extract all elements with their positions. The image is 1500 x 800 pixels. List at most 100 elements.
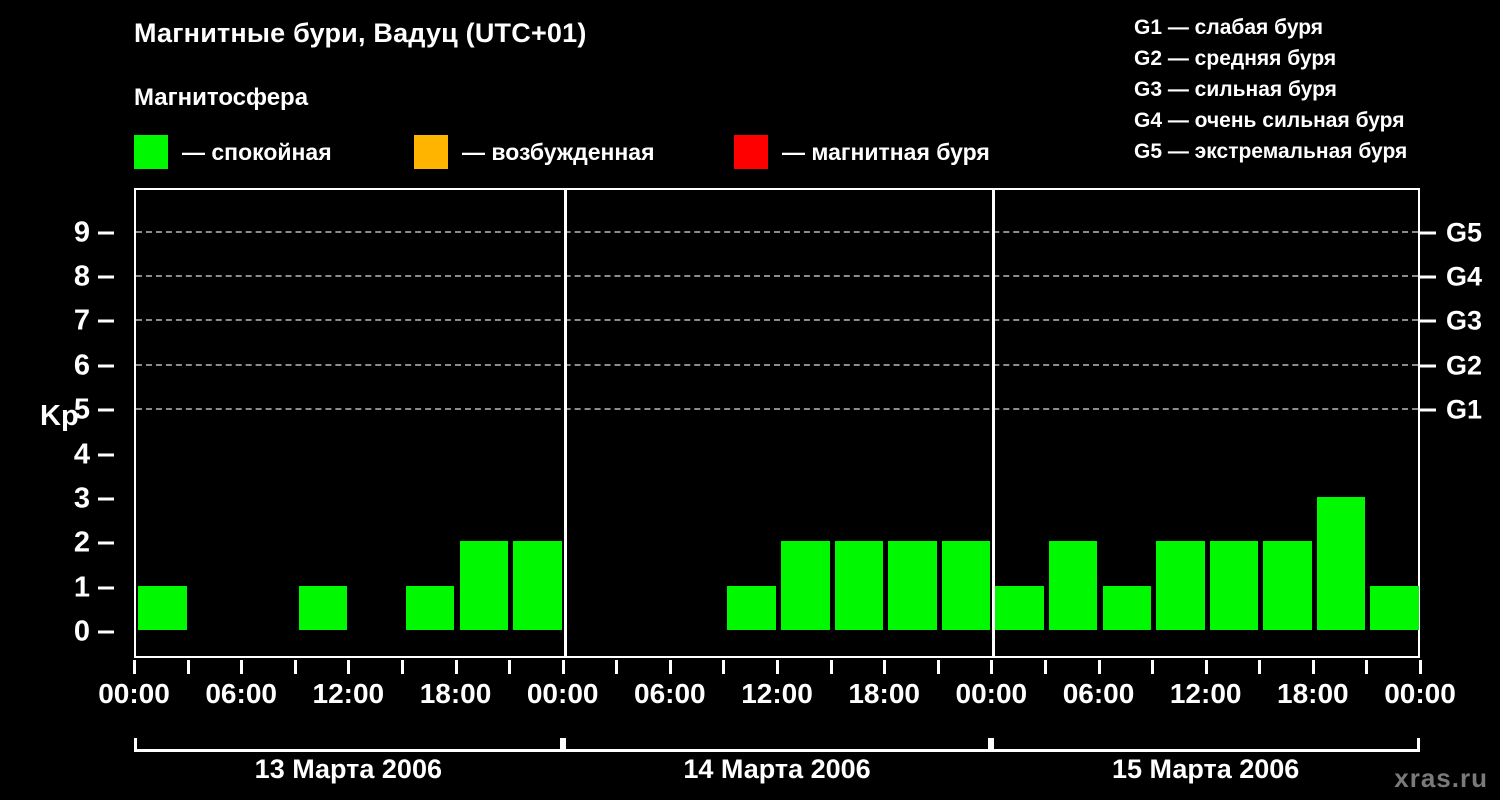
bar-series [136, 190, 1419, 656]
y-tick-6 [98, 364, 114, 368]
day-band-1 [134, 738, 563, 752]
legend-swatch-quiet [134, 135, 168, 169]
day-band-3 [991, 738, 1420, 752]
x-axis: 00:00 06:00 12:00 18:00 00:00 06:00 12:00 18:00… [98, 660, 1456, 740]
bar [941, 541, 991, 630]
x-tick [615, 660, 619, 674]
x-tick [293, 660, 297, 674]
x-tick [1311, 660, 1315, 674]
bar [888, 541, 937, 630]
bar [995, 585, 1044, 630]
bar [1102, 585, 1152, 630]
x-tick-label: 00:00 [1384, 678, 1456, 709]
legend-item-quiet: — спокойная [134, 134, 332, 170]
g-tick-label-G1: G1 [1446, 394, 1483, 425]
y-axis: 0 1 2 3 4 5 6 7 8 9 [0, 188, 128, 658]
x-tick-label: 00:00 [526, 678, 599, 709]
watermark: xras.ru [1394, 763, 1488, 793]
legend-item-unsettled: — возбужденная [414, 134, 655, 170]
y-tick-4 [98, 453, 114, 456]
legend-swatch-storm [734, 135, 768, 169]
y-tick-label-8: 8 [73, 260, 90, 293]
y-tick-5 [98, 408, 114, 412]
day-band-2 [562, 738, 992, 752]
gridline-kp-8 [136, 275, 1418, 277]
bar [1370, 585, 1419, 630]
x-tick-label: 18:00 [419, 678, 492, 709]
day-separator-1 [563, 190, 567, 656]
y-tick-0 [98, 630, 114, 634]
y-tick-label-5: 5 [73, 393, 90, 426]
day-bands: 13 Марта 2006 14 Марта 2006 15 Марта 2006 [134, 738, 1420, 796]
y-tick-label-0: 0 [73, 615, 90, 648]
y-axis-title: Kp [40, 400, 79, 432]
x-tick [1043, 660, 1047, 674]
g-scale-line-1: G1 — слабая буря [1134, 16, 1324, 39]
x-tick [347, 660, 351, 674]
x-tick-label: 12:00 [741, 678, 813, 709]
y-tick-2 [98, 541, 114, 545]
g-tick-G5 [1420, 231, 1436, 235]
day-label-3: 15 Марта 2006 [1112, 754, 1300, 784]
bar [459, 541, 509, 630]
day-label-2: 14 Марта 2006 [683, 754, 871, 784]
legend-item-storm: — магнитная буря [734, 134, 990, 170]
gridline-kp-7 [136, 319, 1418, 322]
x-tick [133, 660, 136, 674]
bar [727, 585, 776, 630]
x-tick [668, 660, 672, 674]
y-tick-label-1: 1 [73, 571, 90, 604]
chart-subtitle: Магнитосфера [134, 84, 309, 111]
x-tick [454, 660, 458, 674]
y-tick-9 [98, 231, 114, 235]
legend-label-unsettled: — возбужденная [462, 138, 655, 165]
y-tick-label-7: 7 [73, 304, 90, 337]
gridline-kp-5 [136, 408, 1418, 411]
x-tick-label: 12:00 [1169, 678, 1242, 709]
g-tick-label-G3: G3 [1446, 305, 1483, 336]
bar [1263, 541, 1312, 630]
g-scale-line-2: G2 — средняя буря [1134, 47, 1337, 70]
g-tick-label-G4: G4 [1446, 261, 1483, 292]
bar [1156, 541, 1205, 630]
x-tick [186, 660, 190, 674]
x-tick [883, 660, 887, 674]
x-tick-label: 12:00 [312, 678, 385, 709]
bar [781, 541, 830, 630]
g-scale-legend: G1 — слабая буря G2 — средняя буря G3 — си… [1066, 12, 1486, 167]
legend-label-storm: — магнитная буря [782, 138, 990, 165]
x-tick [1204, 660, 1208, 674]
x-tick [936, 660, 940, 674]
plot-area [134, 188, 1420, 658]
bar [405, 585, 455, 630]
y-tick-label-4: 4 [73, 438, 90, 470]
y-tick-7 [98, 319, 114, 323]
x-tick [240, 660, 244, 674]
x-tick [400, 660, 404, 674]
g-scale-line-5: G5 — экстремальная буря [1134, 140, 1408, 163]
x-tick [508, 660, 512, 674]
magnetosphere-legend: — спокойная — возбужденная — магнитная бур… [134, 134, 1034, 170]
x-tick-label: 06:00 [634, 678, 706, 709]
bar [834, 541, 884, 630]
x-tick-label: 06:00 [205, 678, 277, 709]
y-tick-3 [98, 497, 114, 501]
x-tick [990, 660, 994, 674]
bar [1209, 541, 1259, 630]
x-tick-label: 00:00 [98, 678, 170, 709]
x-tick [561, 660, 565, 674]
bar [138, 585, 187, 630]
g-tick-G1 [1420, 408, 1436, 412]
bar [1316, 496, 1366, 630]
x-tick-label: 18:00 [1277, 678, 1349, 709]
x-tick [829, 660, 833, 674]
day-separator-2 [992, 190, 996, 656]
y-tick-label-6: 6 [73, 349, 90, 382]
x-tick [776, 660, 779, 674]
g-tick-label-G2: G2 [1446, 350, 1483, 381]
day-label-1: 13 Марта 2006 [254, 754, 442, 784]
bar [513, 541, 562, 630]
g-tick-G3 [1420, 319, 1436, 323]
g-scale-axis: G1 G2 G3 G4 G5 [1420, 188, 1500, 658]
